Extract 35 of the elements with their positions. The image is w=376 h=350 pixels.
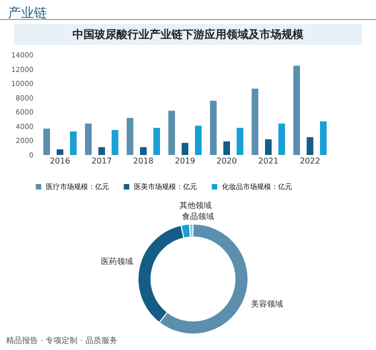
bar	[70, 131, 77, 155]
slice-label: 其他领域	[179, 201, 212, 210]
x-tick-label: 2016	[50, 156, 70, 166]
bar	[56, 149, 64, 155]
bar	[140, 147, 147, 155]
bar	[236, 128, 244, 155]
text: 产业链	[0, 0, 376, 21]
x-tick-label: 2020	[216, 156, 237, 166]
bar	[320, 121, 327, 155]
bar	[306, 137, 314, 155]
slice-label: 医药领域	[100, 256, 133, 266]
bar	[210, 100, 217, 155]
bar	[112, 130, 118, 155]
x-tick-label: 2017	[91, 156, 112, 166]
bar	[43, 128, 50, 155]
bar	[195, 126, 202, 155]
x-tick-label: 2021	[258, 156, 279, 166]
x-tick-label: 2019	[174, 156, 196, 166]
text: 精品报告 · 专项定制 · 品质服务	[6, 335, 118, 346]
chart-title: 中国玻尿酸行业产业链下游应用领域及市场规模	[14, 24, 362, 45]
bar	[265, 139, 272, 155]
bar	[293, 66, 300, 155]
bar	[126, 118, 134, 155]
bar	[223, 141, 230, 155]
x-tick-label: 2022	[300, 156, 320, 166]
bar	[252, 88, 258, 155]
bar	[168, 110, 175, 155]
bar	[278, 124, 285, 155]
bar	[85, 124, 92, 155]
x-tick-label: 2018	[133, 156, 154, 166]
bar	[153, 128, 160, 155]
bar	[98, 147, 105, 155]
bar	[182, 142, 188, 155]
slice-label: 美容领域	[250, 299, 283, 308]
slice-label: 食品领域	[182, 212, 214, 222]
